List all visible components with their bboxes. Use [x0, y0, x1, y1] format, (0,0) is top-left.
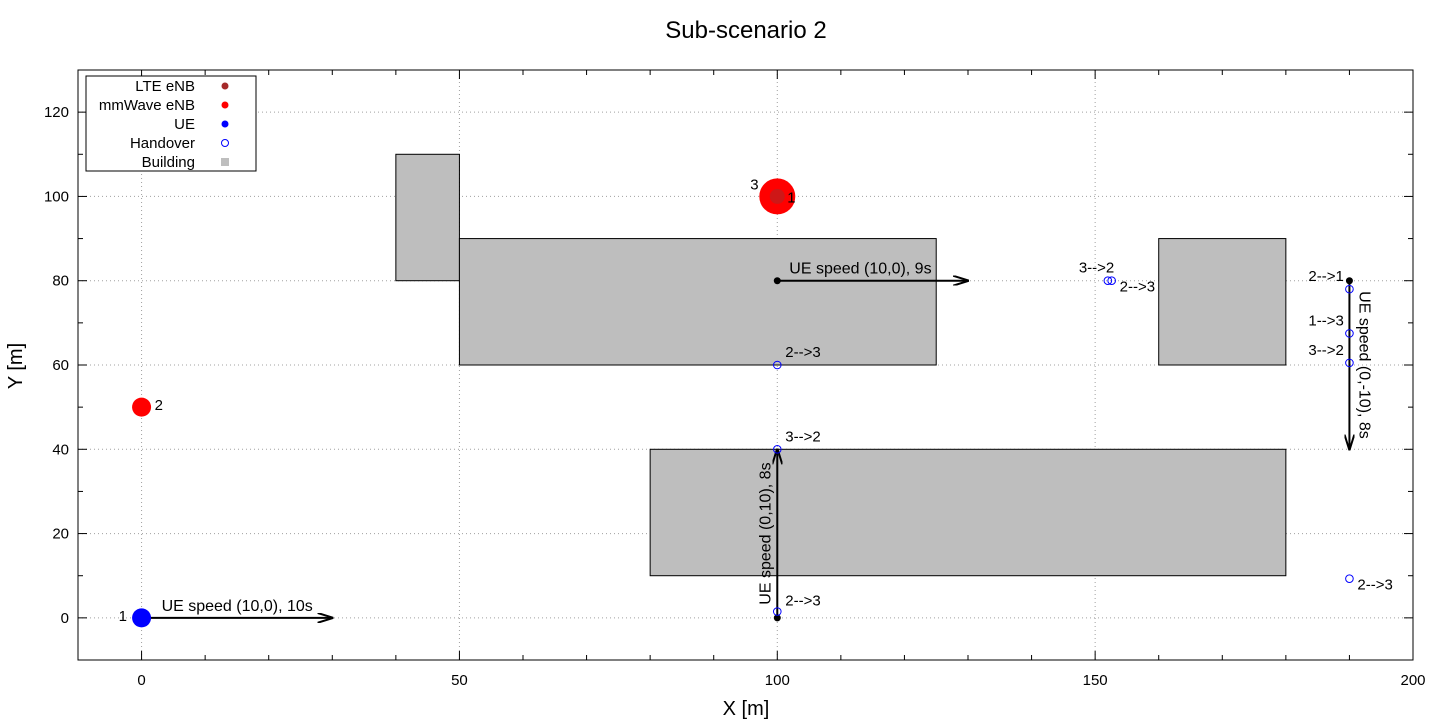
- lte-enb-label: 1: [787, 189, 795, 206]
- legend-label: Building: [142, 154, 195, 171]
- trajectory-start-point: [773, 614, 781, 622]
- mmwave-enb-marker: [132, 397, 152, 417]
- building: [649, 448, 1287, 577]
- legend-swatch: [221, 120, 229, 128]
- y-tick-label: 40: [52, 441, 69, 458]
- handover-label: 2-->3: [1120, 279, 1155, 296]
- legend-swatch: [221, 139, 229, 147]
- handover-label: 2-->3: [1357, 577, 1392, 594]
- legend-label: Handover: [130, 135, 195, 152]
- chart-title: Sub-scenario 2: [665, 17, 826, 44]
- trajectory-label: UE speed (0,-10), 8s: [1355, 291, 1372, 439]
- legend: LTE eNB mmWave eNB UE Handover Building: [85, 75, 257, 172]
- handover-marker: [1345, 574, 1354, 583]
- building: [395, 153, 460, 282]
- mmwave-enb-label: 2: [155, 397, 163, 414]
- legend-swatch: [221, 101, 229, 109]
- handover-marker: [772, 360, 782, 370]
- axis-ticks: 0 50 100 150 200 0 20 40 60 80 100 120: [44, 69, 1426, 689]
- buildings-layer: [395, 153, 1287, 577]
- legend-label: UE: [174, 116, 195, 133]
- trajectories-layer: [141, 277, 1353, 622]
- building: [1158, 238, 1287, 366]
- handover-marker: [772, 607, 782, 616]
- lte-enb-marker: [769, 188, 785, 204]
- handover-label: 2-->3: [785, 344, 820, 361]
- legend-swatch: [221, 158, 229, 166]
- y-axis-label: Y [m]: [5, 343, 27, 389]
- trajectory-start-point: [1345, 277, 1353, 285]
- x-tick-label: 100: [765, 672, 790, 689]
- handover-label: 2-->1: [1308, 268, 1343, 285]
- trajectory-label: UE speed (0,10), 8s: [757, 462, 774, 604]
- trajectory-start-point: [773, 277, 781, 285]
- labels-layer: UE speed (10,0), 10s UE speed (0,10), 8s U…: [119, 176, 1393, 624]
- ue-label: 1: [119, 608, 127, 625]
- y-tick-label: 0: [61, 610, 69, 627]
- mmwave-enb-label: 3: [750, 176, 758, 193]
- y-tick-label: 60: [52, 357, 69, 374]
- handover-label: 3-->2: [1308, 342, 1343, 359]
- x-tick-label: 200: [1400, 672, 1425, 689]
- x-axis-label: X [m]: [723, 698, 770, 720]
- handover-label: 3-->2: [1079, 260, 1114, 277]
- x-tick-label: 150: [1083, 672, 1108, 689]
- x-tick-label: 0: [137, 672, 145, 689]
- x-tick-label: 50: [451, 672, 468, 689]
- ue-marker: [132, 608, 152, 628]
- y-tick-label: 80: [52, 273, 69, 290]
- handover-label: 2-->3: [785, 593, 820, 610]
- handover-marker: [772, 444, 782, 454]
- y-tick-label: 120: [44, 104, 69, 121]
- handover-marker: [1107, 276, 1116, 286]
- legend-label: LTE eNB: [135, 78, 195, 95]
- points-layer: [132, 178, 1354, 628]
- y-tick-label: 20: [52, 526, 69, 543]
- trajectory-label: UE speed (10,0), 9s: [789, 261, 931, 278]
- legend-swatch: [221, 82, 229, 90]
- handover-marker: [1345, 284, 1354, 294]
- handover-marker: [1103, 276, 1113, 286]
- y-tick-label: 100: [44, 188, 69, 205]
- legend-label: mmWave eNB: [99, 97, 195, 114]
- building: [458, 238, 937, 366]
- handover-marker: [1345, 358, 1354, 368]
- handover-label: 3-->2: [785, 428, 820, 445]
- handover-marker: [1345, 329, 1354, 338]
- trajectory-label: UE speed (10,0), 10s: [162, 598, 313, 615]
- handover-label: 1-->3: [1308, 312, 1343, 329]
